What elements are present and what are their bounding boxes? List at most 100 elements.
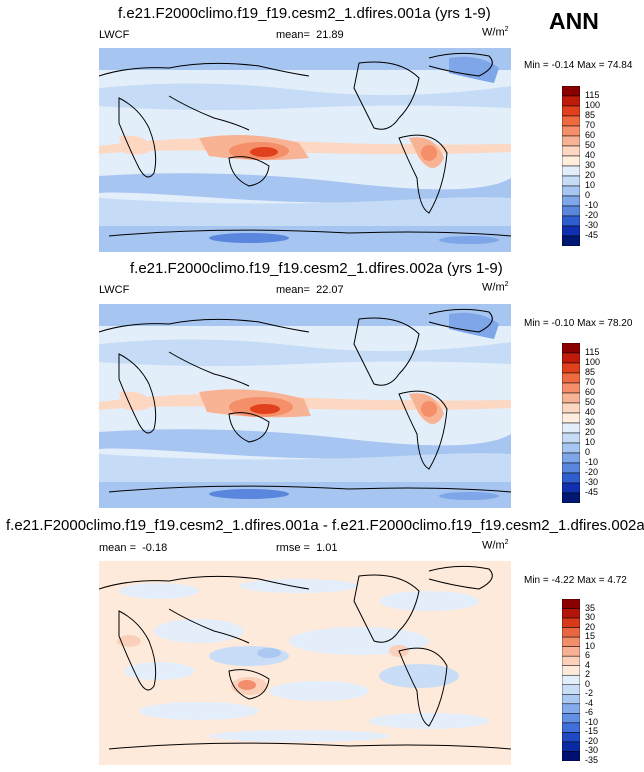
panel1-colorbar-label: 85	[585, 110, 596, 120]
panel1-colorbar-box-11	[562, 195, 580, 207]
panel2-mean: mean= 22.07	[276, 284, 344, 296]
panel2-colorbar-label: 85	[585, 367, 596, 377]
panel2-colorbar-box-11	[562, 452, 580, 464]
panel1-colorbar-box-5	[562, 135, 580, 147]
panel3-minmax: Min = -4.22 Max = 4.72	[524, 575, 627, 586]
panel1-mean-value: 21.89	[316, 29, 344, 41]
panel1-colorbar-box-3	[562, 115, 580, 127]
season-label: ANN	[549, 8, 599, 34]
panel1-colorbar-label: -20	[585, 210, 599, 220]
panel2-colorbar-box-8	[562, 422, 580, 434]
panel1-colorbar-label: 50	[585, 140, 596, 150]
panel1-colorbar-box-9	[562, 175, 580, 187]
panel3-colorbar-box-15	[562, 741, 580, 752]
panel3-max-label: Max =	[577, 575, 605, 586]
panel3-colorbar-box-9	[562, 684, 580, 695]
panel2-colorbar-label: 30	[585, 417, 596, 427]
panel2-colorbar-label: -20	[585, 467, 599, 477]
panel3-mean: mean = -0.18	[99, 542, 167, 554]
panel2-units-text: W/m	[482, 281, 505, 294]
panel2-colorbar-label: 100	[585, 357, 601, 367]
panel2-colorbar-box-14	[562, 482, 580, 494]
panel3-title: f.e21.F2000climo.f19_f19.cesm2_1.dfires.…	[6, 517, 644, 534]
panel2-colorbar-box-6	[562, 402, 580, 414]
panel1-minmax: Min = -0.14 Max = 74.84	[524, 60, 632, 71]
panel3-colorbar-label: -35	[585, 755, 599, 765]
panel2-colorbar-label: -10	[585, 457, 599, 467]
panel2-colorbar-box-1	[562, 352, 580, 364]
panel3-colorbar-label: -20	[585, 735, 599, 746]
panel2-minmax: Min = -0.10 Max = 78.20	[524, 318, 632, 329]
panel1-mean: mean= 21.89	[276, 29, 344, 41]
panel3-colorbar-label: 20	[585, 621, 596, 632]
panel2-title: f.e21.F2000climo.f19_f19.cesm2_1.dfires.…	[130, 260, 503, 277]
panel1-units: W/m2	[482, 26, 509, 39]
panel1-colorbar-box-12	[562, 205, 580, 217]
panel3-colorbar-label: 10	[585, 640, 596, 651]
panel3-colorbar-label: 30	[585, 612, 596, 623]
panel2-colorbar-box-4	[562, 382, 580, 394]
panel1-title: f.e21.F2000climo.f19_f19.cesm2_1.dfires.…	[118, 5, 491, 22]
panel1-colorbar-box-10	[562, 185, 580, 197]
panel1-units-text: W/m	[482, 26, 505, 39]
panel1-colorbar-label: 20	[585, 170, 596, 180]
panel1-variable: LWCF	[99, 29, 130, 41]
panel2-mean-label: mean=	[276, 284, 310, 296]
panel1-colorbar-label: 100	[585, 100, 601, 110]
panel2-mean-value: 22.07	[316, 284, 344, 296]
panel1-colorbar-box-14	[562, 225, 580, 237]
panel3-colorbar-label: 0	[585, 678, 591, 689]
panel1-colorbar-label: 115	[585, 90, 600, 100]
panel2-min-label: Min =	[524, 318, 549, 329]
panel3-colorbar-box-2	[562, 617, 580, 628]
panel3-rmse-value: 1.01	[316, 542, 338, 554]
panel2-colorbar-box-10	[562, 442, 580, 454]
panel1-colorbar-label: 60	[585, 130, 596, 140]
panel1-colorbar-box-0	[562, 86, 580, 97]
panel3-map	[99, 561, 511, 765]
panel1-colorbar-box-15	[562, 235, 580, 246]
panel2-colorbar-label: 70	[585, 377, 596, 387]
panel3-units-sup: 2	[504, 539, 509, 546]
panel1-mean-label: mean=	[276, 29, 310, 41]
panel3-max-value: 4.72	[607, 575, 627, 586]
panel2-map	[99, 304, 511, 508]
panel3-colorbar-label: -2	[585, 688, 594, 699]
panel1-colorbar-box-4	[562, 125, 580, 137]
panel3-colorbar-box-0	[562, 599, 580, 609]
panel2-colorbar-label: -45	[585, 487, 599, 497]
panel1-colorbar-label: -10	[585, 200, 599, 210]
panel3-mean-label: mean =	[99, 542, 136, 554]
panel2-colorbar-label: 40	[585, 407, 596, 417]
panel3-colorbar-label: -30	[585, 745, 599, 756]
panel1-colorbar-box-13	[562, 215, 580, 227]
panel3-colorbar-box-16	[562, 751, 580, 761]
panel3-colorbar-box-12	[562, 713, 580, 724]
panel2-colorbar-box-7	[562, 412, 580, 424]
panel2-colorbar-label: 0	[585, 447, 591, 457]
panel3-colorbar	[562, 599, 580, 761]
panel1-colorbar-box-6	[562, 145, 580, 157]
panel2-colorbar-box-3	[562, 372, 580, 384]
panel2-variable: LWCF	[99, 284, 130, 296]
panel1-colorbar-box-7	[562, 155, 580, 167]
panel3-colorbar-label: -4	[585, 697, 594, 708]
panel1-min-value: -0.14	[551, 60, 575, 71]
panel2-colorbar-box-2	[562, 362, 580, 374]
panel3-colorbar-box-11	[562, 703, 580, 714]
panel3-colorbar-label: 35	[585, 602, 596, 613]
panel1-colorbar-box-8	[562, 165, 580, 177]
panel2-colorbar-box-9	[562, 432, 580, 444]
panel2-max-value: 78.20	[607, 318, 633, 329]
panel3-min-value: -4.22	[551, 575, 575, 586]
panel3-colorbar-box-13	[562, 722, 580, 733]
panel3-colorbar-label: -15	[585, 726, 599, 737]
panel3-colorbar-box-14	[562, 732, 580, 743]
panel1-colorbar-box-1	[562, 95, 580, 107]
panel1-colorbar-label: -45	[585, 230, 599, 240]
panel3-colorbar-box-8	[562, 674, 580, 686]
panel3-colorbar-label: -6	[585, 707, 594, 718]
panel2-units: W/m2	[482, 281, 509, 294]
panel3-colorbar-label: -10	[585, 716, 599, 727]
panel2-colorbar-label: 50	[585, 397, 596, 407]
